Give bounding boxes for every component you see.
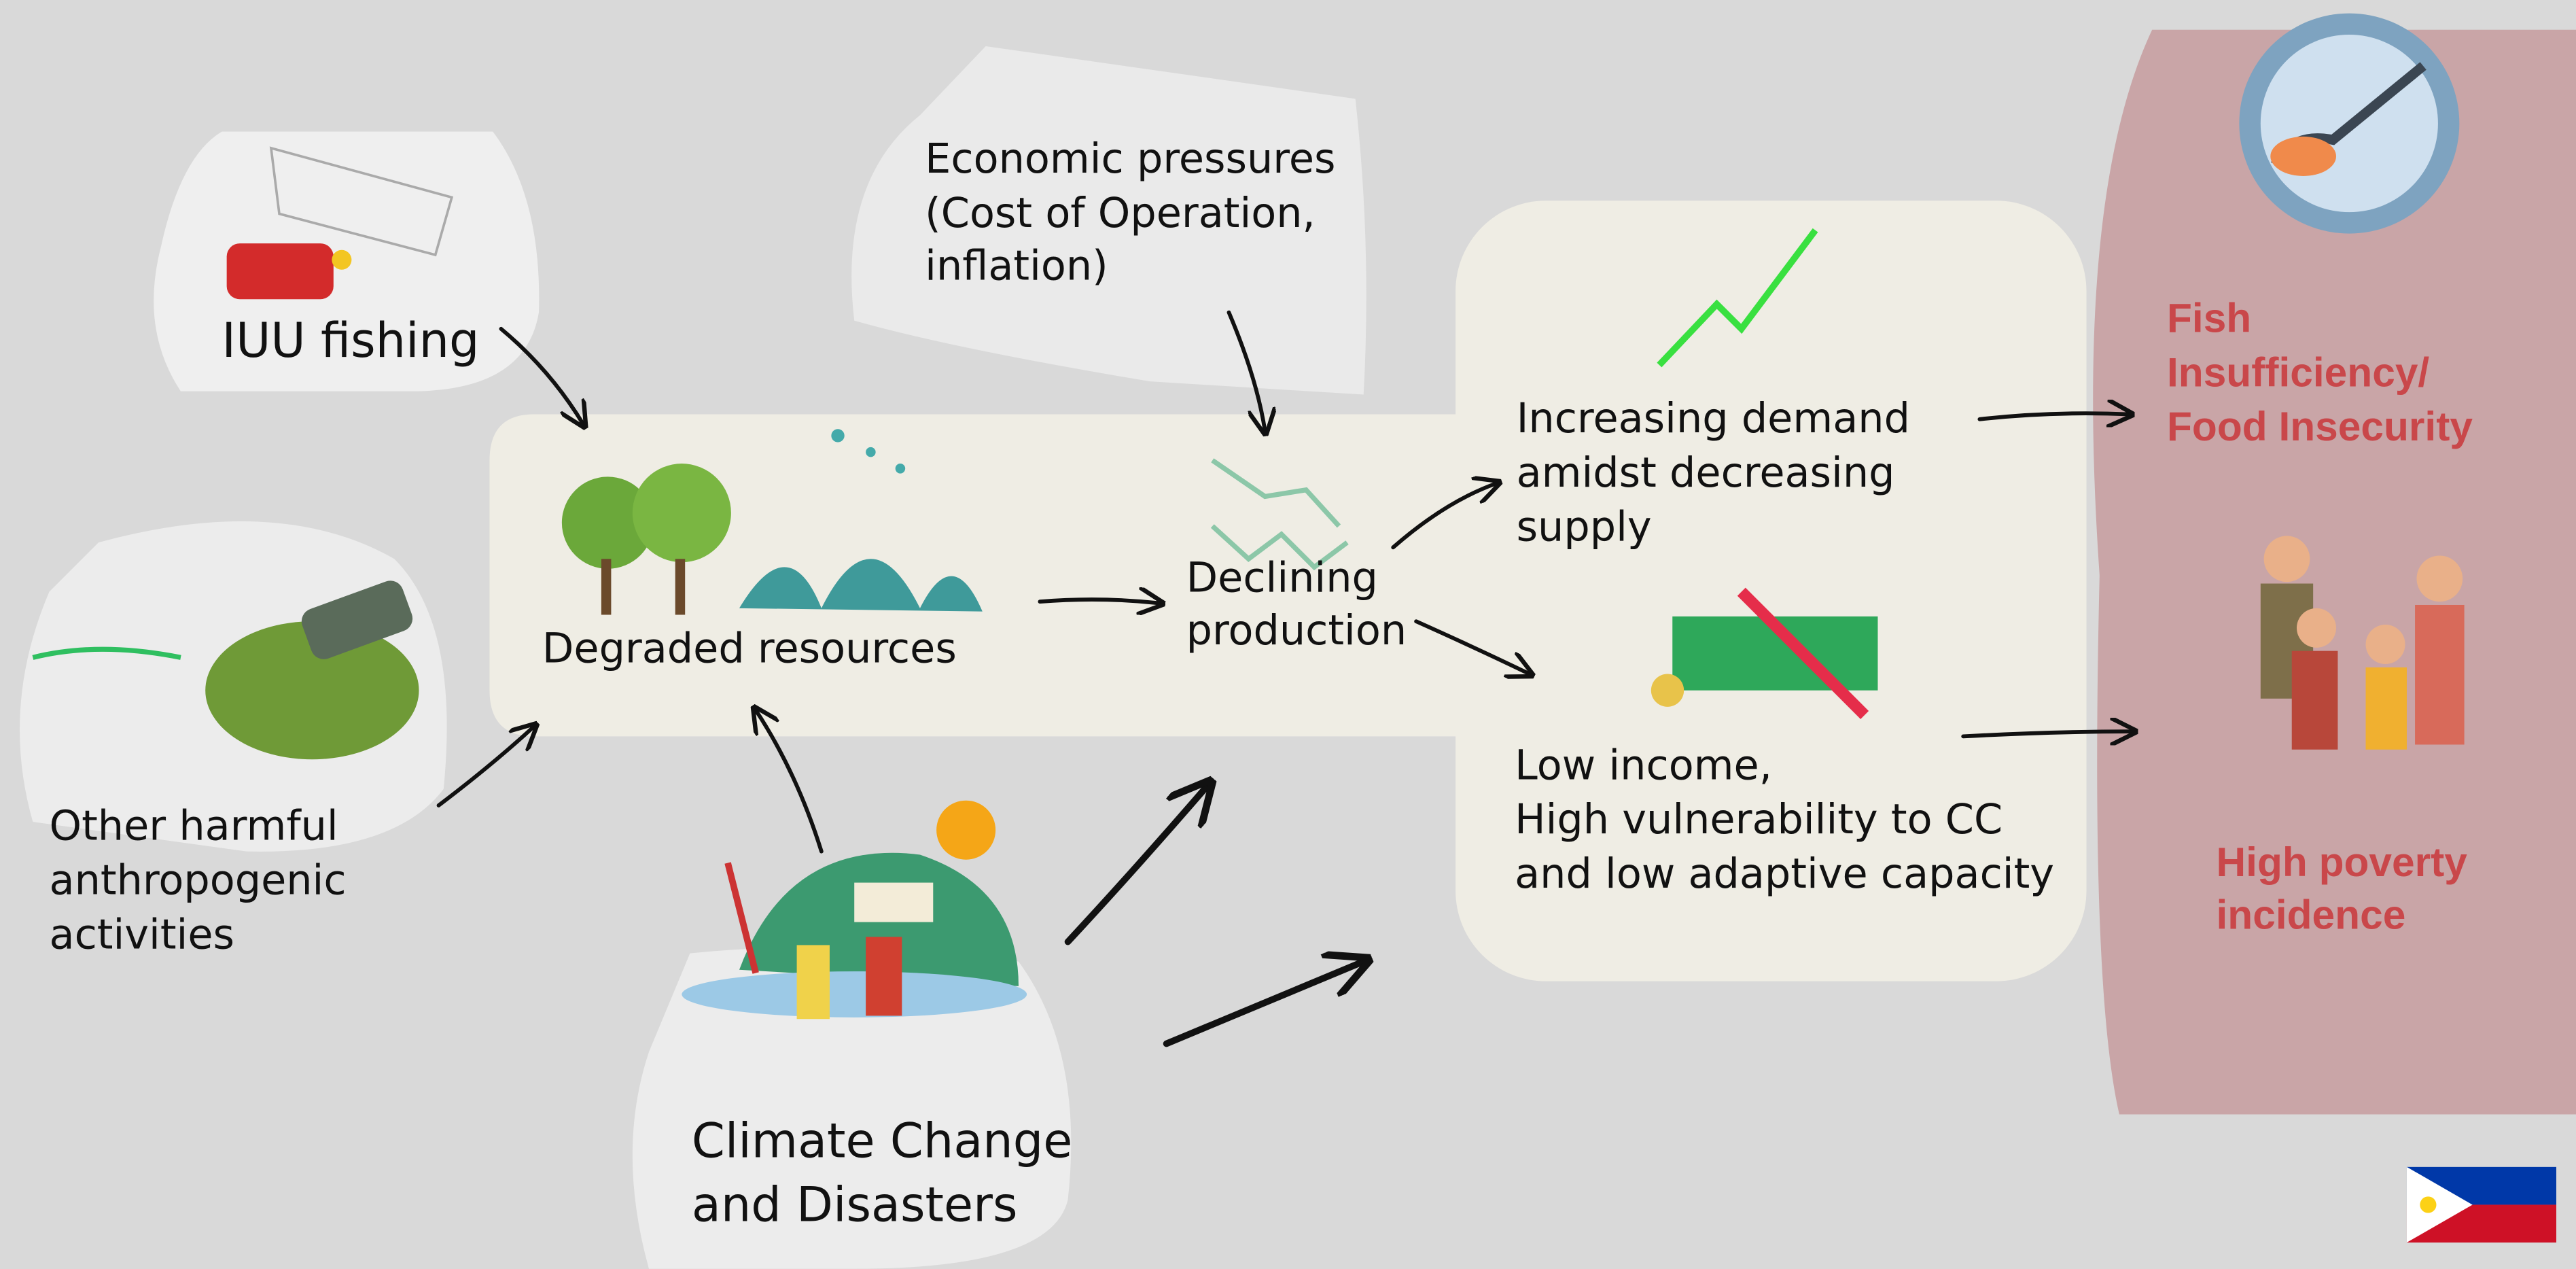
node-label: (Cost of Operation,: [925, 190, 1316, 237]
diagram: IUU fishing Economic pressures (Cost of …: [0, 0, 2576, 1269]
node-label: Degraded resources: [542, 625, 957, 673]
outcome-label: Insufficiency/: [2167, 349, 2429, 395]
node-label: Economic pressures: [925, 135, 1335, 183]
node-label: production: [1186, 607, 1407, 655]
node-label: inflation): [925, 242, 1108, 290]
node-label: supply: [1517, 504, 1652, 551]
page: {"nodes": [ {"id": "iuu", "lines": ["IUU…: [0, 0, 2576, 1269]
node-label: Climate Change: [692, 1113, 1073, 1168]
outcome-label: incidence: [2217, 891, 2406, 937]
philippine-flag: [2407, 1167, 2556, 1242]
outcome-label: Food Insecurity: [2167, 403, 2473, 449]
fish-plate-icon: [2239, 14, 2459, 234]
node-label: and Disasters: [692, 1177, 1018, 1233]
node-label: anthropogenic: [50, 857, 347, 905]
outcome-label: High poverty: [2217, 839, 2468, 885]
node-label: Other harmful: [50, 803, 338, 850]
outcome-label: Fish: [2167, 295, 2251, 341]
node-label: and low adaptive capacity: [1515, 850, 2054, 898]
node-label: amidst decreasing: [1517, 449, 1895, 497]
node-label: Increasing demand: [1517, 395, 1910, 442]
node-label: activities: [50, 911, 234, 958]
node-label: IUU fishing: [222, 313, 479, 368]
node-label: Declining: [1186, 555, 1378, 602]
node-label: Low income,: [1515, 742, 1772, 789]
node-label: High vulnerability to CC: [1515, 796, 2002, 844]
